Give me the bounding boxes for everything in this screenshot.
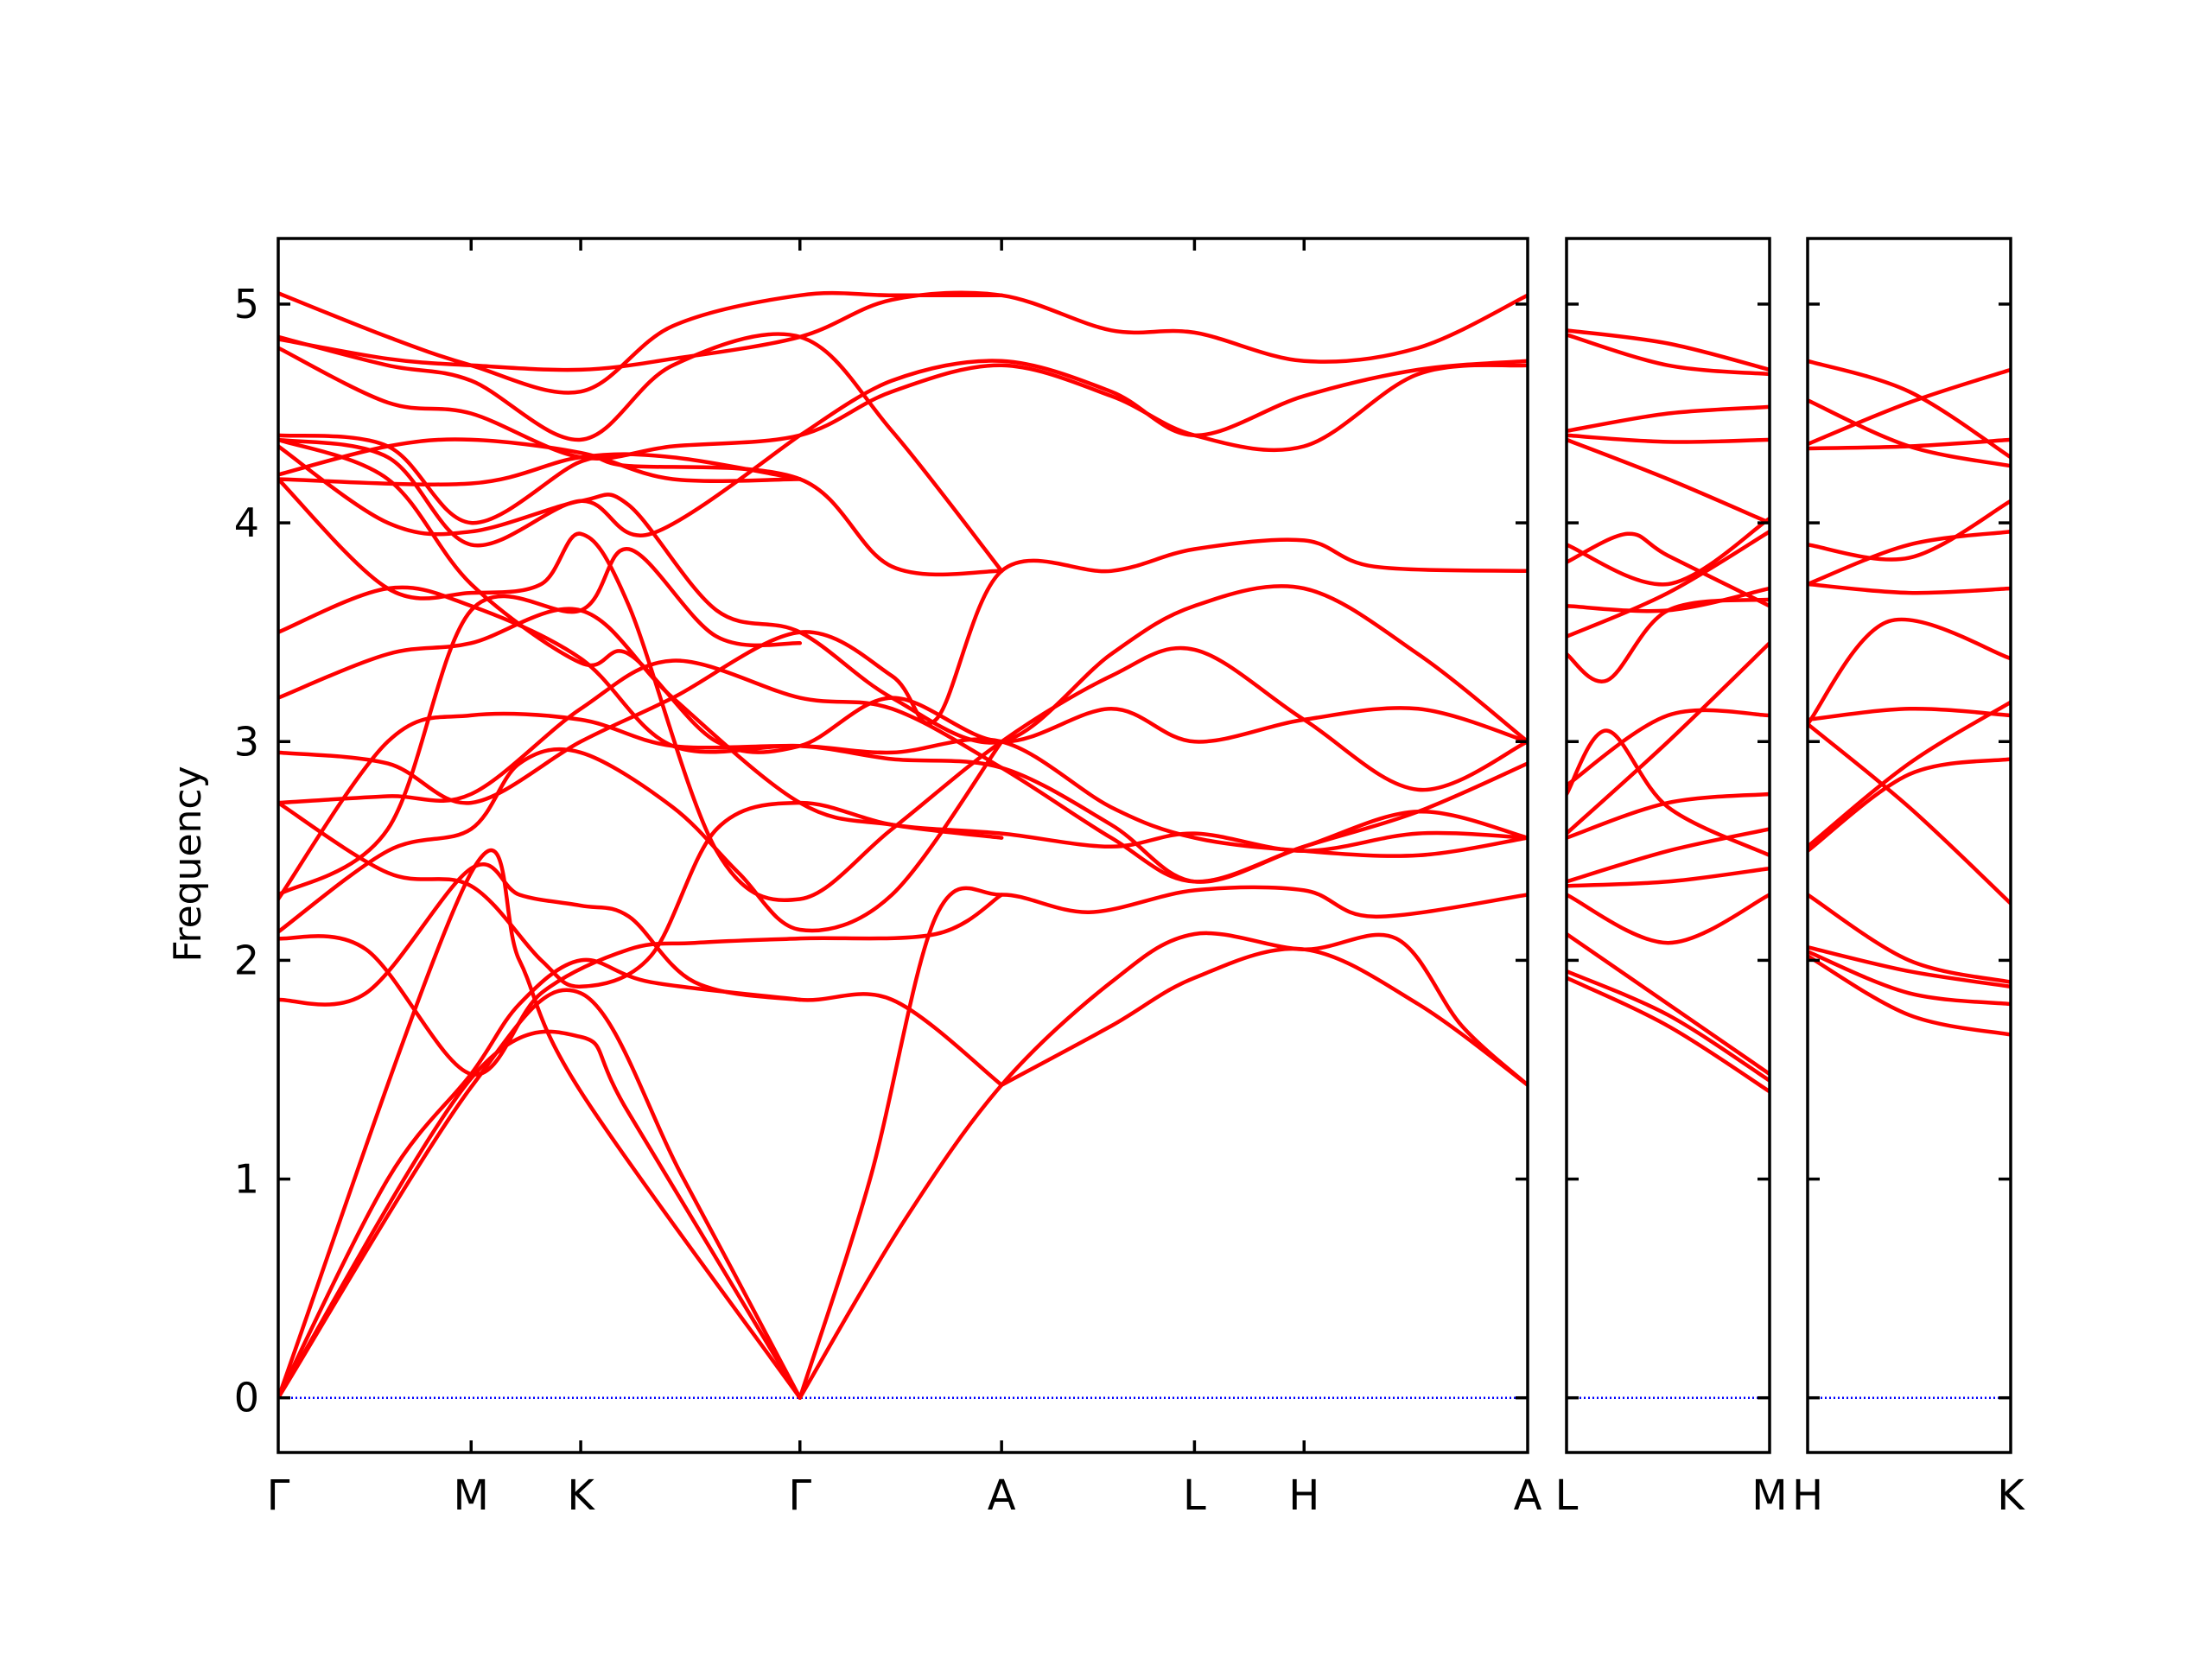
k-point-label: L	[1555, 1471, 1579, 1520]
plot-frame	[1565, 237, 1771, 1454]
band-line	[278, 862, 1004, 1087]
y-tick-label: 1	[234, 1156, 259, 1203]
band-line	[278, 290, 1004, 395]
band-line	[278, 547, 803, 897]
y-axis-label: Frequency	[166, 766, 210, 962]
panel-1: 0 1 2 3 4 5 Γ M K Γ A L H A	[234, 237, 1542, 1520]
band-line	[1808, 367, 2011, 447]
plot-frame	[276, 237, 1529, 1454]
band-line	[1567, 516, 1770, 587]
band-line	[278, 740, 1004, 934]
band-line	[278, 893, 1004, 1077]
plot-frame	[1806, 237, 2012, 1454]
band-line	[1808, 950, 2011, 1007]
bands	[1808, 359, 2011, 1037]
band-line	[1808, 757, 2011, 854]
band-line	[1567, 728, 1770, 858]
band-line	[1808, 706, 2011, 722]
band-line	[1567, 866, 1770, 888]
band-line	[1808, 529, 2011, 587]
band-line	[999, 946, 1528, 1087]
k-point-label: Γ	[267, 1471, 290, 1520]
band-line	[1567, 791, 1770, 840]
k-point-label: M	[1751, 1471, 1787, 1520]
band-line	[1808, 721, 2011, 906]
y-tick-label: 3	[234, 718, 259, 765]
band-line	[1567, 531, 1770, 608]
k-point-label: Γ	[788, 1471, 811, 1520]
band-line	[278, 346, 1528, 461]
band-line	[798, 931, 1528, 1400]
band-line	[1808, 617, 2011, 727]
band-line	[1808, 944, 2011, 989]
band-line	[278, 848, 803, 1400]
k-point-label: A	[988, 1471, 1016, 1520]
band-line	[1808, 893, 2011, 984]
band-line	[1567, 437, 1770, 525]
band-line	[1567, 893, 1770, 945]
band-line	[278, 332, 1004, 574]
band-line	[278, 1029, 803, 1400]
band-line	[1567, 931, 1770, 1077]
band-line	[1567, 969, 1770, 1083]
k-point-label: K	[1997, 1471, 2025, 1520]
band-line	[1567, 333, 1770, 377]
band-line	[278, 444, 1528, 745]
band-line	[278, 437, 1528, 754]
y-tick-label: 0	[234, 1375, 259, 1421]
band-line	[278, 607, 1528, 854]
k-point-label: A	[1514, 1471, 1542, 1520]
band-line	[278, 452, 803, 486]
band-line	[1567, 708, 1770, 788]
band-line	[278, 477, 1528, 903]
band-line	[1808, 954, 2011, 1037]
k-point-label: H	[1792, 1471, 1823, 1520]
band-line	[1808, 700, 2011, 849]
band-line	[278, 957, 803, 1400]
band-line	[1567, 433, 1770, 444]
band-line	[1567, 328, 1770, 372]
band-line	[1808, 499, 2011, 562]
band-line	[278, 585, 1528, 884]
y-tick-label: 5	[234, 281, 259, 327]
band-line	[278, 988, 803, 1400]
band-line	[798, 359, 1528, 438]
y-tick-label: 4	[234, 499, 259, 546]
band-line	[1567, 529, 1770, 639]
band-line	[1808, 398, 2011, 468]
band-line	[278, 290, 1528, 372]
bands	[278, 290, 1528, 1400]
band-line	[1567, 404, 1770, 434]
bands	[1567, 328, 1770, 1094]
y-tick-label: 2	[234, 937, 259, 983]
band-line	[1567, 827, 1770, 884]
band-line	[1567, 976, 1770, 1094]
k-point-label: K	[567, 1471, 595, 1520]
band-line	[278, 433, 803, 548]
band-line	[278, 800, 1004, 989]
band-line	[1808, 582, 2011, 595]
k-point-label: H	[1288, 1471, 1319, 1520]
band-line	[798, 885, 1528, 1400]
band-line	[1567, 641, 1770, 836]
band-line	[1808, 359, 2011, 460]
k-point-label: M	[454, 1471, 489, 1520]
k-point-label: L	[1183, 1471, 1206, 1520]
